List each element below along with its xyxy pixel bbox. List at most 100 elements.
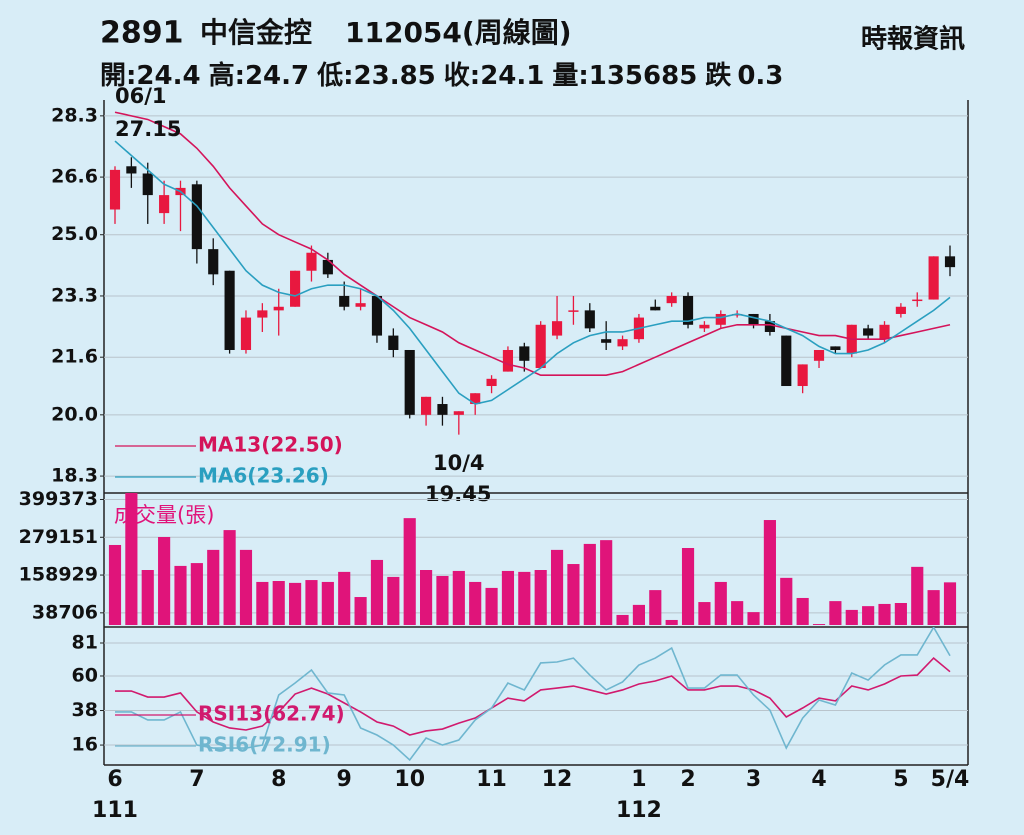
x-year-label: 112 — [616, 798, 662, 823]
quote-label: 低: — [316, 61, 353, 91]
volume-bar — [567, 564, 580, 625]
panel — [104, 111, 968, 477]
y-tick-label: 23.3 — [51, 284, 98, 306]
x-tick-label: 5 — [893, 767, 908, 792]
candle-body — [650, 306, 661, 311]
volume-bar — [894, 603, 907, 625]
y-tick-label: 28.3 — [51, 104, 98, 126]
y-tick-label: 158929 — [19, 564, 98, 586]
y-tick-label: 60 — [72, 664, 98, 686]
volume-bar — [501, 570, 515, 625]
volume-bar — [420, 570, 433, 625]
volume-bar — [305, 580, 318, 625]
volume-bar — [600, 540, 613, 625]
volume-bar — [403, 518, 416, 625]
volume-bar — [927, 590, 940, 625]
candle-body — [371, 295, 383, 336]
y-tick-label: 38 — [72, 699, 98, 721]
volume-bar — [452, 570, 465, 625]
quote-value: 135685 — [589, 61, 698, 91]
candle-body — [502, 349, 514, 372]
candle-body — [863, 328, 874, 336]
stock-name: 中信金控 — [200, 16, 312, 49]
volume-bar — [239, 549, 253, 625]
volume-bar — [108, 544, 122, 625]
source: 時報資訊 — [861, 24, 965, 55]
candle-body — [339, 295, 350, 307]
candle-body — [617, 339, 628, 347]
legend-label: MA13(22.50) — [198, 433, 343, 457]
volume-bar — [845, 609, 858, 625]
quote-value: 24.1 — [480, 61, 544, 91]
candle-body — [519, 346, 530, 361]
volume-bar — [207, 549, 220, 625]
volume-bar — [485, 587, 498, 625]
volume-bar — [158, 537, 171, 625]
candle-body — [813, 349, 825, 361]
volume-bar — [518, 571, 531, 625]
x-year-label: 111 — [92, 798, 138, 823]
candle-body — [535, 324, 546, 369]
quote-label: 高: — [209, 60, 245, 91]
annotation-value: 19.45 — [425, 482, 491, 506]
x-tick-label: 11 — [476, 767, 507, 792]
x-tick-label: 12 — [542, 767, 573, 792]
quote-value: 24.4 — [136, 61, 200, 91]
candle-body — [159, 195, 170, 214]
volume-bar — [862, 606, 875, 625]
volume-bar — [469, 581, 482, 625]
x-tick-label: 1 — [631, 767, 646, 792]
candle-body — [912, 299, 923, 302]
y-tick-label: 279151 — [19, 526, 98, 548]
candle-body — [208, 249, 219, 275]
annotation-date: 10/4 — [433, 451, 485, 475]
frame — [103, 100, 969, 766]
x-tick-label: 5/4 — [931, 767, 970, 792]
volume-bar — [731, 601, 744, 625]
candle-body — [682, 295, 694, 325]
y-tick-label: 16 — [72, 734, 98, 756]
volume-bar — [289, 582, 302, 625]
volume-bar — [911, 566, 924, 625]
series-line — [114, 140, 951, 405]
volume-bar — [321, 581, 334, 625]
chart-title: 112054(周線圖) — [345, 16, 572, 49]
y-tick-label: 25.0 — [51, 223, 98, 245]
volume-bar — [190, 563, 203, 625]
volume-bar — [223, 530, 236, 625]
candle-body — [306, 252, 317, 271]
legend-label: MA6(23.26) — [198, 464, 329, 488]
y-tick-label: 18.3 — [51, 465, 98, 487]
volume-bar — [665, 619, 678, 625]
candle-body — [551, 321, 563, 336]
volume-bar — [174, 565, 187, 625]
volume-bar — [681, 548, 695, 625]
candle-body — [748, 313, 759, 325]
volume-bar — [583, 543, 596, 625]
candle-body — [109, 169, 121, 210]
candle-body — [601, 339, 612, 343]
candle-body — [273, 306, 284, 311]
x-tick-label: 2 — [680, 767, 695, 792]
series-line — [115, 656, 951, 736]
volume-bar — [256, 581, 269, 625]
volume-bar — [436, 575, 449, 625]
stock-code: 2891 — [100, 16, 184, 51]
volume-bar — [387, 576, 400, 625]
legend-label: RSI13(62.74) — [198, 702, 345, 726]
volume-bar — [632, 604, 645, 625]
x-tick-label: 4 — [811, 767, 826, 792]
volume-bar — [829, 601, 842, 625]
y-tick-label: 26.6 — [51, 166, 98, 188]
candle-body — [453, 411, 464, 415]
candle-body — [568, 310, 579, 312]
volume-bar — [125, 493, 138, 625]
quote-label: 跌 — [705, 61, 731, 91]
candle-body — [355, 303, 366, 307]
candle-body — [944, 256, 956, 268]
candle-body — [257, 310, 268, 318]
volume-bar — [649, 590, 662, 625]
y-tick-label: 38706 — [32, 601, 98, 623]
